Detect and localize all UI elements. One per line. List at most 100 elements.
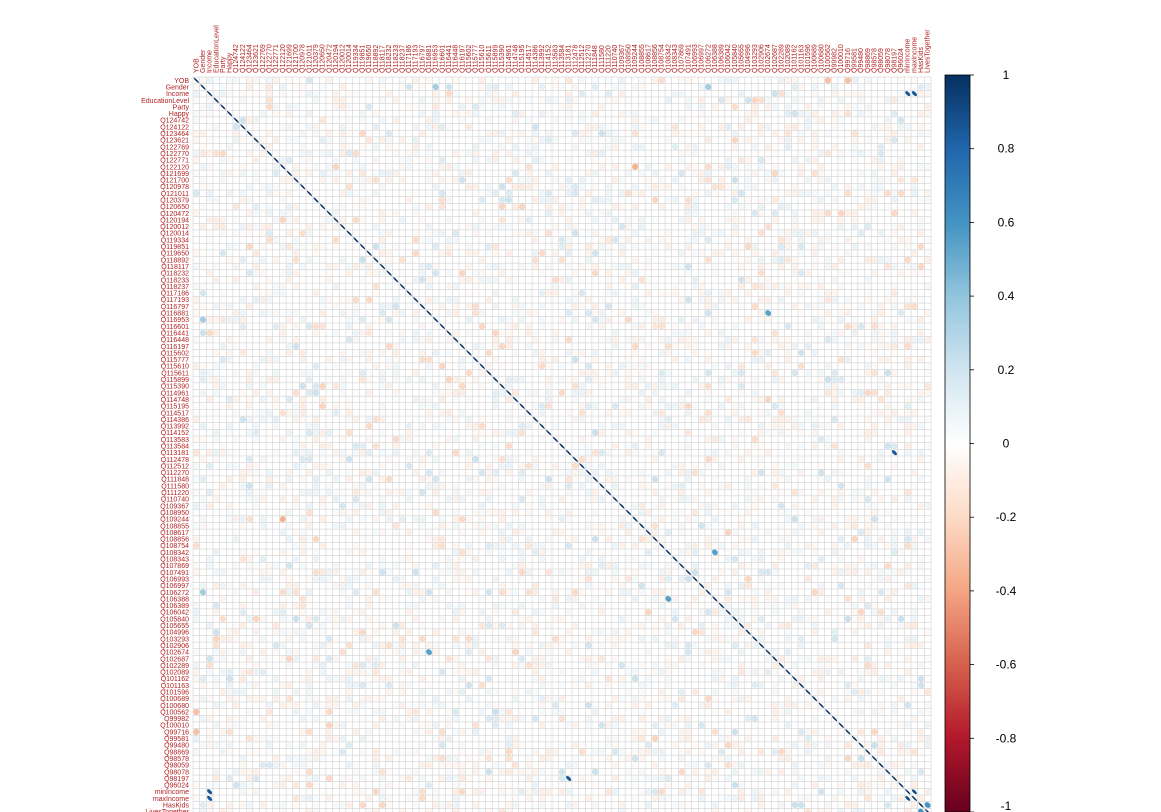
correlation-cell <box>359 117 366 124</box>
correlation-cell <box>432 83 439 91</box>
correlation-cell <box>359 316 366 323</box>
correlation-cell <box>678 263 685 270</box>
correlation-cell <box>359 196 366 204</box>
correlation-cell <box>252 156 260 164</box>
correlation-cell <box>512 150 519 157</box>
correlation-cell <box>452 77 459 84</box>
correlation-cell <box>379 316 386 323</box>
correlation-cell <box>525 170 532 177</box>
correlation-cell <box>725 243 732 250</box>
correlation-cell <box>665 316 672 323</box>
correlation-cell <box>897 269 905 277</box>
correlation-cell <box>791 83 798 91</box>
correlation-cell <box>618 276 626 283</box>
correlation-cell <box>645 256 652 264</box>
correlation-cell <box>731 250 739 257</box>
correlation-cell <box>459 117 466 124</box>
correlation-cell <box>818 163 825 170</box>
correlation-cell <box>259 289 267 297</box>
correlation-cell <box>891 450 897 456</box>
correlation-cell <box>818 216 825 224</box>
correlation-cell <box>784 103 792 111</box>
correlation-cell <box>252 269 260 277</box>
correlation-cell <box>566 775 572 781</box>
correlation-cell <box>851 77 858 84</box>
correlation-cell <box>771 256 778 264</box>
correlation-cell <box>272 216 280 224</box>
correlation-cell <box>465 276 473 283</box>
correlation-cell <box>798 190 805 197</box>
correlation-cell <box>838 316 845 323</box>
correlation-cell <box>505 83 512 91</box>
correlation-cell <box>771 176 778 184</box>
correlation-cell <box>532 263 539 270</box>
correlation-cell <box>219 90 227 97</box>
correlation-cell <box>698 289 705 297</box>
correlation-cell <box>685 269 692 277</box>
correlation-cell <box>339 190 346 197</box>
correlation-cell <box>911 303 918 310</box>
correlation-cell <box>525 263 532 270</box>
correlation-cell <box>425 123 433 131</box>
correlation-cell <box>778 203 785 210</box>
correlation-cell <box>711 549 718 556</box>
correlation-cell <box>226 90 233 97</box>
correlation-cell <box>851 243 858 250</box>
correlation-cell <box>618 250 626 257</box>
correlation-cell <box>572 316 579 323</box>
correlation-cell <box>764 103 772 111</box>
correlation-cell <box>272 256 280 264</box>
correlation-cell <box>764 143 772 150</box>
correlation-cell <box>219 223 227 230</box>
correlation-cell <box>319 136 326 144</box>
correlation-cell <box>864 203 872 210</box>
correlation-cell <box>784 303 792 310</box>
correlation-cell <box>279 190 286 197</box>
correlation-cell <box>784 136 792 144</box>
correlation-cell <box>239 90 247 97</box>
correlation-cell <box>871 203 878 210</box>
correlation-cell <box>625 190 632 197</box>
correlation-cell <box>751 143 758 150</box>
correlation-cell <box>585 323 592 330</box>
correlation-cell <box>605 77 612 84</box>
correlation-cell <box>711 190 719 197</box>
correlation-cell <box>259 136 267 144</box>
correlation-cell <box>891 163 898 170</box>
correlation-cell <box>884 236 891 244</box>
correlation-cell <box>618 203 626 210</box>
correlation-cell <box>365 163 373 170</box>
correlation-cell <box>585 130 592 137</box>
correlation-cell <box>385 210 393 217</box>
correlation-cell <box>352 176 360 184</box>
correlation-cell <box>592 269 599 277</box>
correlation-cell <box>279 243 286 250</box>
correlation-cell <box>326 163 333 170</box>
correlation-cell <box>665 230 672 237</box>
correlation-cell <box>784 236 792 244</box>
correlation-cell <box>731 183 739 190</box>
correlation-cell <box>864 283 872 290</box>
correlation-cell <box>764 110 772 117</box>
correlation-cell <box>565 263 572 270</box>
correlation-cell <box>565 183 572 190</box>
correlation-cell <box>412 143 419 150</box>
correlation-cell <box>891 283 898 290</box>
correlation-cell <box>432 117 439 124</box>
correlation-cell <box>592 263 599 270</box>
correlation-cell <box>585 296 592 303</box>
correlation-cell <box>917 223 925 230</box>
correlation-cell <box>698 83 705 91</box>
correlation-cell <box>771 103 778 111</box>
correlation-cell <box>439 190 446 197</box>
correlation-cell <box>691 230 699 237</box>
correlation-cell <box>465 303 473 310</box>
correlation-cell <box>698 103 705 111</box>
correlation-cell <box>698 283 705 290</box>
correlation-cell <box>352 230 360 237</box>
correlation-cell <box>838 269 845 277</box>
correlation-cell <box>804 117 812 124</box>
correlation-cell <box>379 243 386 250</box>
correlation-cell <box>811 230 818 237</box>
correlation-cell <box>299 83 306 91</box>
